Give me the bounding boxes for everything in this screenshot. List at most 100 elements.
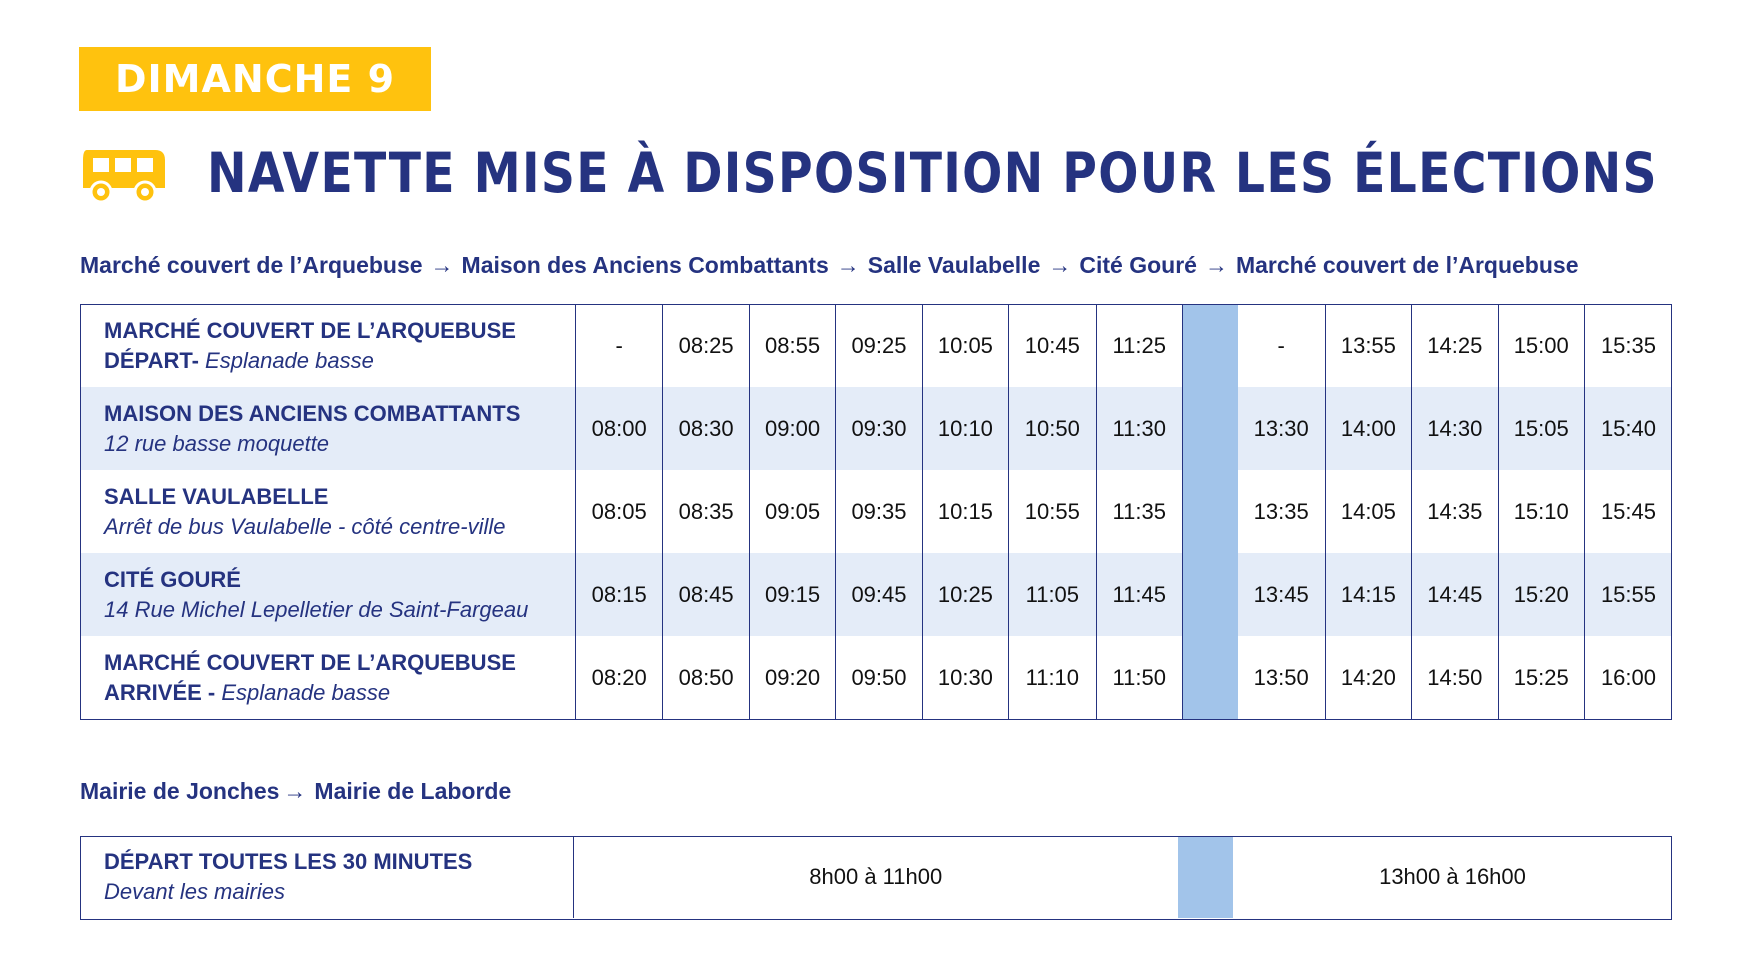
arrow-icon: → <box>836 252 860 278</box>
time-cell: 13:30 <box>1237 387 1326 470</box>
time-cell: 08:55 <box>748 304 836 387</box>
time-cell: 11:30 <box>1095 387 1183 470</box>
time-cell: 08:45 <box>662 553 750 636</box>
time-cell: 11:05 <box>1008 553 1097 636</box>
table-row: MARCHÉ COUVERT DE L’ARQUEBUSE ARRIVÉE - E… <box>80 636 1672 719</box>
route-stop: Marché couvert de l’Arquebuse <box>80 252 423 278</box>
time-cell: 09:00 <box>748 387 836 470</box>
time-cell: 14:20 <box>1324 636 1412 719</box>
time-cell: 08:00 <box>574 387 663 470</box>
stop-cell: SALLE VAULABELLE Arrêt de bus Vaulabelle … <box>80 470 575 553</box>
time-cell: 13:50 <box>1253 664 1309 690</box>
time-cell: 15:55 <box>1583 553 1672 636</box>
time-cell: 09:45 <box>835 553 923 636</box>
time-cell: 15:25 <box>1497 636 1585 719</box>
arrow-icon: → <box>283 778 307 804</box>
arrow-icon: → <box>1048 252 1072 278</box>
time-cell: 16:00 <box>1583 636 1672 719</box>
time-cell: 09:50 <box>835 636 923 719</box>
time-cell: 08:35 <box>662 470 750 553</box>
bus-icon <box>83 150 165 204</box>
time-cell: 15:20 <box>1497 553 1585 636</box>
time-cell: 09:20 <box>748 636 836 719</box>
stop-cell: MAISON DES ANCIENS COMBATTANTS 12 rue bas… <box>80 387 576 470</box>
stop-address: 12 rue basse moquette <box>104 430 330 456</box>
time-cell: 10:50 <box>1008 387 1097 470</box>
stop-address: Esplanade basse <box>198 347 374 373</box>
stop-detail: 12 rue basse moquette <box>104 429 575 459</box>
time-cell: 10:25 <box>921 553 1009 636</box>
time-cell: 15:00 <box>1497 304 1585 387</box>
time-cell: 10:30 <box>921 636 1009 719</box>
time-cell: 08:50 <box>662 636 750 719</box>
table-row: CITÉ GOURÉ 14 Rue Michel Lepelletier de S… <box>80 553 1672 636</box>
midday-gap <box>1181 553 1238 636</box>
table-row: SALLE VAULABELLE Arrêt de bus Vaulabelle … <box>80 470 1672 553</box>
time-cell: 14:05 <box>1324 470 1412 553</box>
stop-cell: MARCHÉ COUVERT DE L’ARQUEBUSE DÉPART- Esp… <box>80 304 575 387</box>
arrow-icon: → <box>1204 252 1228 278</box>
midday-gap <box>1181 304 1238 387</box>
stop-cell: MARCHÉ COUVERT DE L’ARQUEBUSE ARRIVÉE - E… <box>80 636 575 719</box>
shuttle-afternoon-cell: 13h00 à 16h00 <box>1379 864 1526 889</box>
time-cell: 11:45 <box>1095 553 1183 636</box>
time-cell: 13:45 <box>1237 553 1326 636</box>
route-stop: Mairie de Jonches <box>80 778 280 804</box>
time-cell: 14:45 <box>1411 553 1499 636</box>
shuttle-table: DÉPART TOUTES LES 30 MINUTES Devant les … <box>80 836 1672 918</box>
time-cell: 15:10 <box>1497 470 1585 553</box>
time-cell: 08:05 <box>574 470 663 553</box>
time-cell: 11:35 <box>1095 470 1183 553</box>
midday-gap <box>1181 387 1238 470</box>
route-1-itinerary: Marché couvert de l’Arquebuse → Maison des… <box>80 252 1579 279</box>
time-cell: - <box>574 304 663 387</box>
route-2-itinerary: Mairie de Jonches → Mairie de Laborde <box>80 778 511 805</box>
table-row: DÉPART TOUTES LES 30 MINUTES Devant les … <box>80 836 1672 918</box>
stop-detail: ARRIVÉE - Esplanade basse <box>104 678 575 708</box>
time-cell: 11:10 <box>1008 636 1097 719</box>
time-cell: 15:40 <box>1583 387 1672 470</box>
stop-address: Arrêt de bus Vaulabelle - côté centre-vi… <box>104 513 506 539</box>
stop-name: SALLE VAULABELLE <box>104 483 329 509</box>
stop-name: CITÉ GOURÉ <box>104 566 241 592</box>
time-cell: 10:15 <box>921 470 1009 553</box>
time-cell: 10:55 <box>1008 470 1097 553</box>
route-stop: Mairie de Laborde <box>314 778 512 804</box>
time-cell: 10:45 <box>1008 304 1097 387</box>
time-cell: 14:50 <box>1411 636 1499 719</box>
shuttle-sub: Devant les mairies <box>104 879 285 904</box>
time-cell: 09:05 <box>748 470 836 553</box>
midday-gap <box>1181 636 1238 719</box>
stop-address: 14 Rue Michel Lepelletier de Saint-Farge… <box>104 596 529 622</box>
time-cell: 10:10 <box>921 387 1009 470</box>
time-cell: 08:30 <box>662 387 750 470</box>
table-row: MAISON DES ANCIENS COMBATTANTS 12 rue bas… <box>80 387 1672 470</box>
stop-name: MAISON DES ANCIENS COMBATTANTS <box>104 400 521 426</box>
stop-cell: CITÉ GOURÉ 14 Rue Michel Lepelletier de S… <box>80 553 576 636</box>
page-title: NAVETTE MISE À DISPOSITION POUR LES ÉLEC… <box>207 141 1658 205</box>
shuttle-stop-cell: DÉPART TOUTES LES 30 MINUTES Devant les … <box>80 836 574 918</box>
time-cell: 15:05 <box>1497 387 1585 470</box>
time-cell: 13:35 <box>1253 498 1309 524</box>
shuttle-name: DÉPART TOUTES LES 30 MINUTES <box>104 849 473 874</box>
midday-gap <box>1181 470 1238 553</box>
time-cell: 08:25 <box>662 304 750 387</box>
route-stop: Cité Gouré <box>1079 252 1197 278</box>
stop-detail: Arrêt de bus Vaulabelle - côté centre-vi… <box>104 512 575 542</box>
time-cell: 14:25 <box>1411 304 1499 387</box>
time-cell: 09:30 <box>835 387 923 470</box>
stop-direction-label: ARRIVÉE - <box>104 679 216 705</box>
date-badge: DIMANCHE 9 JUIN <box>79 47 431 165</box>
time-cell: 08:15 <box>574 553 663 636</box>
time-cell: 14:00 <box>1324 387 1412 470</box>
midday-gap <box>1178 836 1233 918</box>
stop-name: MARCHÉ COUVERT DE L’ARQUEBUSE <box>104 649 516 675</box>
shuttle-morning-cell: 8h00 à 11h00 <box>809 864 943 889</box>
time-cell: 14:15 <box>1324 553 1412 636</box>
time-cell: 10:05 <box>921 304 1009 387</box>
stop-direction-label: DÉPART- <box>104 347 199 373</box>
schedule-table: MARCHÉ COUVERT DE L’ARQUEBUSE DÉPART- Esp… <box>80 304 1672 719</box>
time-cell: 14:30 <box>1411 387 1499 470</box>
time-cell: 09:25 <box>835 304 923 387</box>
time-cell: - <box>1277 332 1285 358</box>
